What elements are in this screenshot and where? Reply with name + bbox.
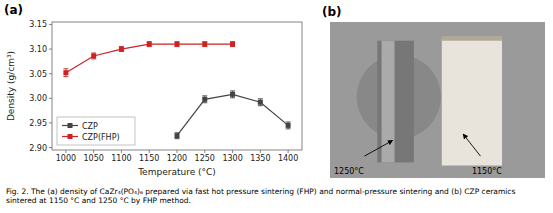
- y-tick: [49, 24, 52, 25]
- y-tick-label: 3.00: [29, 94, 47, 103]
- error-bar: [202, 42, 207, 47]
- y-tick: [49, 98, 52, 99]
- data-point: [202, 42, 207, 47]
- error-bar: [175, 42, 180, 47]
- data-point: [175, 42, 180, 47]
- x-tick-label: 1250: [195, 154, 215, 163]
- x-tick: [204, 150, 205, 153]
- y-tick: [49, 73, 52, 74]
- data-point: [91, 53, 96, 58]
- annotation: 1150°C: [472, 167, 502, 176]
- x-tick: [177, 150, 178, 153]
- page: Density chart html, body { margin: 0; pa…: [0, 0, 553, 213]
- series-line: [66, 44, 233, 73]
- legend-box: [57, 117, 135, 145]
- panel-label: (a): [4, 3, 23, 17]
- series-line: [177, 94, 288, 135]
- legend-marker: [68, 123, 73, 128]
- x-tick: [288, 150, 289, 153]
- x-tick: [65, 150, 66, 153]
- error-bar: [286, 122, 291, 129]
- y-tick-label: 2.95: [29, 119, 47, 128]
- x-tick: [149, 150, 150, 153]
- data-point: [230, 42, 235, 47]
- page-body: 1000 1050 1100 1150 1200 1250 1300 1350 1400 2.90…: [0, 0, 553, 213]
- data-point: [147, 42, 152, 47]
- photo-background: [330, 22, 545, 178]
- error-bar: [147, 42, 152, 47]
- photo-panel: [330, 22, 545, 178]
- error-bar: [258, 99, 263, 106]
- x-tick-label: 1100: [111, 154, 131, 163]
- photo-bar: [377, 41, 414, 163]
- data-point: [258, 100, 263, 105]
- data-point: [286, 123, 291, 128]
- legend-label: CZP(FHP): [82, 133, 120, 142]
- y-tick-label: 3.05: [29, 70, 47, 79]
- error-bar: [119, 47, 124, 52]
- photo-bar: [442, 38, 502, 166]
- x-tick-label: 1350: [250, 154, 270, 163]
- x-tick-label: 1400: [278, 154, 298, 163]
- y-tick-label: 3.15: [29, 20, 47, 29]
- x-tick: [232, 150, 233, 153]
- x-tick-label: 1050: [83, 154, 103, 163]
- error-bar: [63, 69, 68, 77]
- panel-label: (b): [322, 5, 342, 19]
- x-axis-label: Temperature (°C): [137, 167, 216, 177]
- axes: 1000 1050 1100 1150 1200 1250 1300 1350 1400 2.90…: [29, 20, 298, 163]
- legend-marker: [68, 134, 73, 139]
- y-tick-label: 3.10: [29, 45, 47, 54]
- chart-svg: 1000 1050 1100 1150 1200 1250 1300 1350 1400 2.90…: [0, 0, 553, 213]
- x-tick-label: 1200: [167, 154, 187, 163]
- error-bar: [175, 133, 180, 139]
- error-bar: [230, 91, 235, 98]
- photo-bar-cap: [442, 36, 502, 41]
- plot-area: [63, 42, 290, 139]
- plot-frame: [52, 22, 302, 150]
- legend-label: CZP: [82, 122, 98, 131]
- y-tick: [49, 122, 52, 123]
- x-tick: [93, 150, 94, 153]
- x-tick: [260, 150, 261, 153]
- x-tick-label: 1150: [139, 154, 159, 163]
- annotation-arrow: [364, 141, 392, 157]
- error-bar: [91, 53, 96, 59]
- data-point: [202, 97, 207, 102]
- data-point: [230, 92, 235, 97]
- y-tick: [49, 49, 52, 50]
- error-bar: [230, 42, 235, 47]
- error-bar: [202, 96, 207, 103]
- data-point: [63, 70, 68, 75]
- legend: CZP CZP(FHP): [57, 117, 135, 145]
- annotation-arrow: [463, 134, 480, 156]
- photo-bar-stripe: [382, 41, 395, 163]
- x-tick: [121, 150, 122, 153]
- data-point: [119, 47, 124, 52]
- x-tick-label: 1300: [222, 154, 242, 163]
- annotation: 1250°C: [334, 167, 364, 176]
- y-tick: [49, 147, 52, 148]
- y-tick-label: 2.90: [29, 144, 47, 153]
- y-axis-label: Density (g/cm³): [6, 51, 16, 121]
- x-tick-label: 1000: [56, 154, 76, 163]
- caption: Fig. 2. The (a) density of CaZr₄(PO₄)₆ p…: [6, 187, 547, 205]
- data-point: [175, 133, 180, 138]
